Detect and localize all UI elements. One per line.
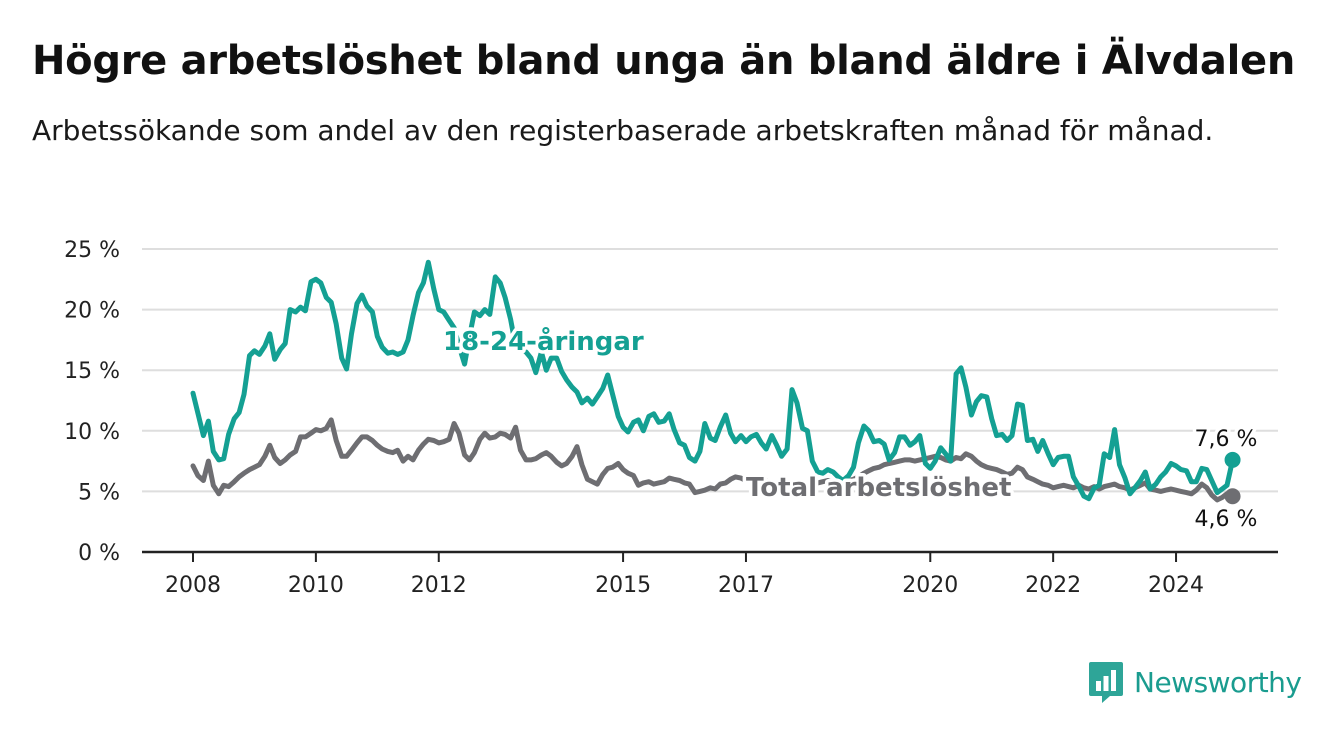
y-tick-label: 0 % [78,541,120,566]
x-tick-label: 2024 [1148,573,1204,598]
x-tick-label: 2012 [411,573,467,598]
chart-subtitle: Arbetssökande som andel av den registerb… [32,114,1214,147]
y-tick-label: 5 % [78,480,120,505]
x-tick-label: 2017 [718,573,774,598]
newsworthy-logo: Newsworthy [1088,660,1302,704]
end-label-total-arbetsloshet: 4,6 % [1195,507,1258,532]
x-tick-label: 2022 [1025,573,1081,598]
newsworthy-logo-icon [1089,662,1123,703]
series-label-total-arbetsloshet: Total arbetslöshet [746,473,1011,503]
x-tick-label: 2008 [165,573,221,598]
series-line-18-24-aringar [190,259,1236,502]
endpoint-marker-total-arbetsloshet [1224,488,1241,505]
y-tick-label: 10 % [64,420,120,445]
x-tick-label: 2015 [595,573,651,598]
brand-name: Newsworthy [1134,665,1302,699]
x-tick-label: 2020 [902,573,958,598]
series-line-total-arbetsloshet [190,417,1236,503]
y-tick-label: 25 % [64,238,120,263]
x-tick-label: 2010 [288,573,344,598]
y-tick-label: 15 % [64,359,120,384]
end-label-18-24-aringar: 7,6 % [1195,427,1258,452]
y-tick-label: 20 % [64,299,120,324]
series-label-18-24-aringar: 18-24-åringar [443,325,644,357]
chart-title: Högre arbetslöshet bland unga än bland ä… [32,38,1296,84]
endpoint-marker-18-24-aringar [1224,451,1241,468]
